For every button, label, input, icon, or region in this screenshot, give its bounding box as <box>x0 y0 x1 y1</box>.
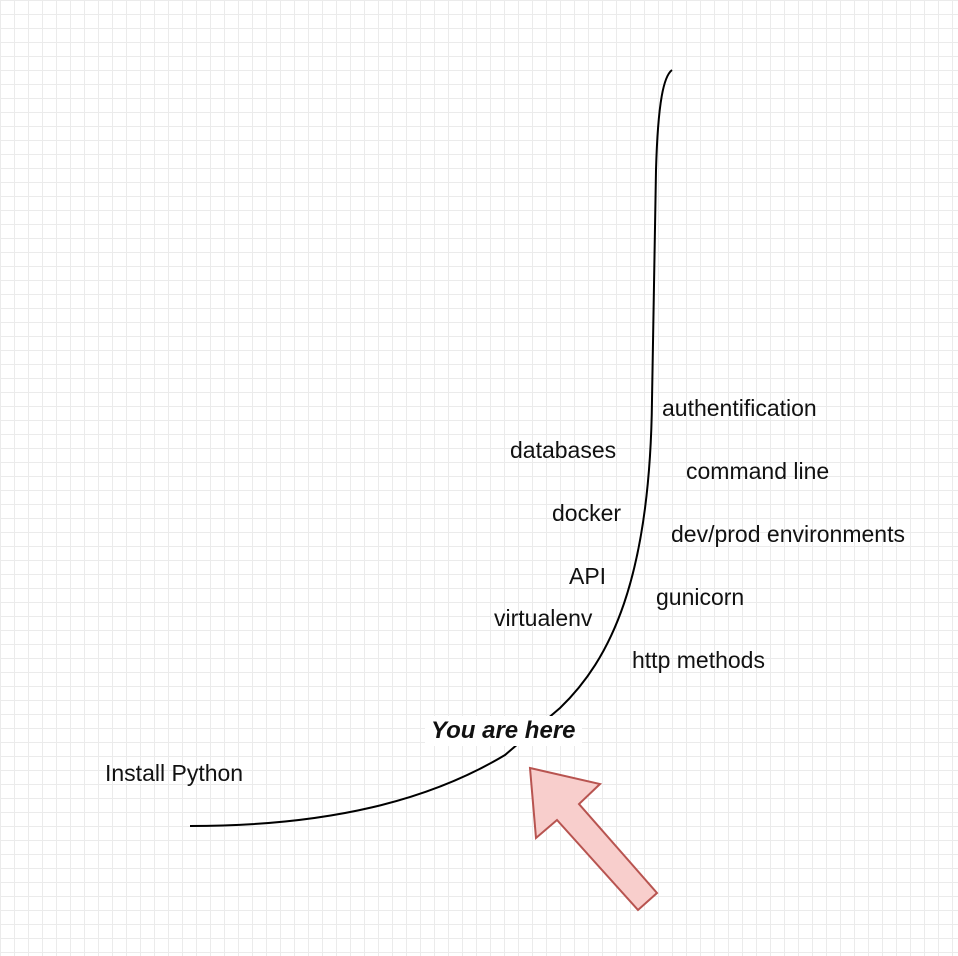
topic-http-methods: http methods <box>632 647 765 673</box>
topic-command-line: command line <box>686 458 830 484</box>
you-are-here-arrow <box>528 766 659 912</box>
topic-dev-prod-environments: dev/prod environments <box>671 521 905 547</box>
learning-curve <box>189 69 673 827</box>
topic-api: API <box>569 563 607 589</box>
you-are-here-label: You are here <box>425 716 582 746</box>
topic-gunicorn: gunicorn <box>656 584 745 610</box>
topic-virtualenv: virtualenv <box>494 605 593 631</box>
topic-docker: docker <box>552 500 622 526</box>
topic-databases: databases <box>510 437 617 463</box>
topic-authentification: authentification <box>662 395 817 421</box>
install-python-label: Install Python <box>105 760 244 786</box>
